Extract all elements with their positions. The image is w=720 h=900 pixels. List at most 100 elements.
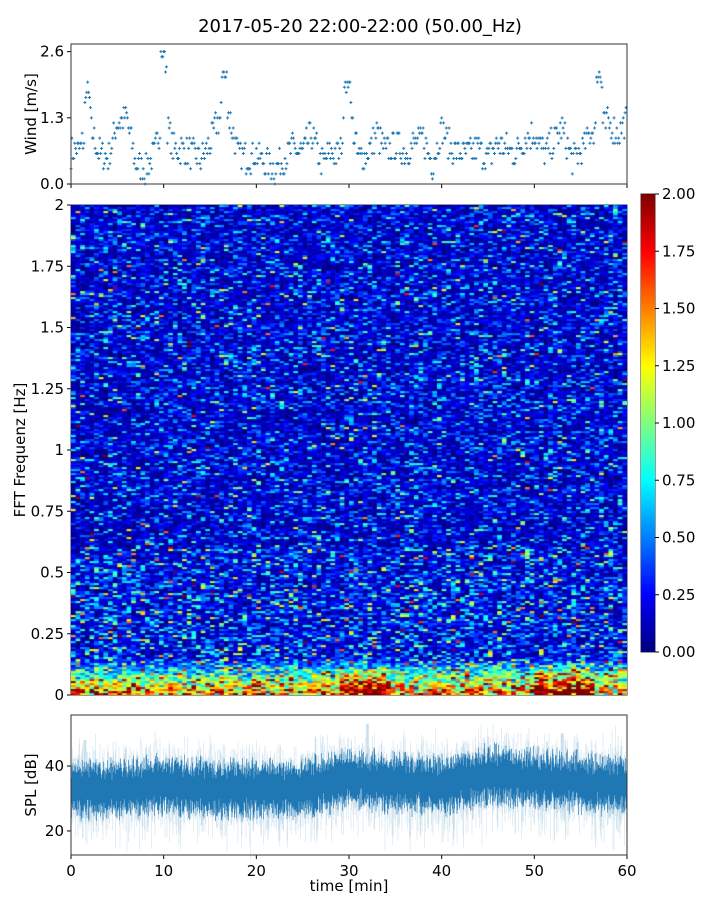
- wind-point: [187, 146, 191, 150]
- y-tick-label: 1.5: [40, 319, 64, 337]
- wind-point: [441, 141, 445, 145]
- wind-point: [544, 141, 548, 145]
- wind-point: [522, 151, 526, 155]
- wind-point: [218, 116, 222, 120]
- wind-point: [570, 172, 574, 176]
- wind-point: [346, 85, 350, 89]
- wind-point: [86, 80, 90, 84]
- wind-point: [458, 151, 462, 155]
- wind-point: [403, 162, 407, 166]
- y-axis-label: Wind [m/s]: [22, 73, 40, 155]
- wind-point: [318, 151, 322, 155]
- y-tick-label: 1.75: [31, 257, 64, 275]
- wind-point: [349, 101, 353, 105]
- wind-point: [547, 131, 551, 135]
- wind-point: [545, 136, 549, 140]
- y-axis-label: FFT Frequenz [Hz]: [11, 383, 29, 518]
- wind-point: [101, 167, 105, 171]
- wind-point: [290, 131, 294, 135]
- wind-point: [153, 136, 157, 140]
- wind-point: [421, 126, 425, 130]
- wind-point: [549, 126, 553, 130]
- wind-point: [592, 141, 596, 145]
- wind-point: [142, 177, 146, 181]
- wind-point: [158, 136, 162, 140]
- wind-point: [108, 162, 112, 166]
- wind-point: [84, 95, 88, 99]
- wind-point: [353, 141, 357, 145]
- wind-point: [329, 146, 333, 150]
- wind-point: [110, 146, 114, 150]
- wind-point: [439, 121, 443, 125]
- colorbar: [641, 194, 655, 652]
- wind-point: [302, 141, 306, 145]
- wind-point: [341, 141, 345, 145]
- wind-point: [74, 146, 78, 150]
- wind-point: [580, 162, 584, 166]
- wind-point: [494, 136, 498, 140]
- wind-point: [372, 151, 376, 155]
- wind-point: [283, 157, 287, 161]
- wind-point: [543, 146, 547, 150]
- wind-point: [415, 141, 419, 145]
- wind-point: [121, 126, 125, 130]
- wind-point: [482, 162, 486, 166]
- colorbar-tick-label: 0.25: [662, 586, 695, 604]
- wind-point: [497, 141, 501, 145]
- wind-point: [444, 126, 448, 130]
- wind-point: [93, 146, 97, 150]
- wind-point: [438, 146, 442, 150]
- wind-point: [517, 141, 521, 145]
- wind-point: [206, 136, 210, 140]
- wind-point: [516, 136, 520, 140]
- wind-point: [325, 157, 329, 161]
- wind-point: [581, 136, 585, 140]
- wind-point: [366, 157, 370, 161]
- wind-point: [558, 121, 562, 125]
- wind-point: [528, 136, 532, 140]
- wind-point: [591, 131, 595, 135]
- wind-point: [620, 121, 624, 125]
- wind-point: [211, 121, 215, 125]
- wind-point: [447, 126, 451, 130]
- wind-point: [587, 131, 591, 135]
- wind-point: [138, 151, 142, 155]
- wind-point: [248, 167, 252, 171]
- wind-point: [266, 172, 270, 176]
- wind-point: [301, 146, 305, 150]
- wind-point: [277, 162, 281, 166]
- wind-point: [559, 136, 563, 140]
- wind-point: [88, 95, 92, 99]
- wind-point: [407, 162, 411, 166]
- wind-point: [375, 121, 379, 125]
- x-tick-label: 50: [525, 862, 544, 880]
- wind-point: [126, 116, 130, 120]
- wind-point: [383, 141, 387, 145]
- wind-point: [141, 167, 145, 171]
- wind-point: [599, 80, 603, 84]
- wind-point: [299, 141, 303, 145]
- wind-point: [498, 151, 502, 155]
- wind-point: [124, 106, 128, 110]
- wind-point: [139, 157, 143, 161]
- wind-point: [386, 136, 390, 140]
- wind-point: [320, 146, 324, 150]
- wind-point: [622, 136, 626, 140]
- wind-point: [164, 65, 168, 69]
- wind-point: [588, 141, 592, 145]
- wind-point: [460, 157, 464, 161]
- wind-point: [309, 136, 313, 140]
- wind-point: [563, 121, 567, 125]
- wind-point: [431, 172, 435, 176]
- y-tick-label: 1: [54, 441, 64, 459]
- wind-point: [89, 116, 93, 120]
- wind-point: [359, 146, 363, 150]
- wind-point: [258, 157, 262, 161]
- wind-point: [556, 141, 560, 145]
- wind-point: [474, 157, 478, 161]
- wind-point: [533, 141, 537, 145]
- wind-point: [225, 70, 229, 74]
- wind-point: [614, 136, 618, 140]
- wind-point: [315, 141, 319, 145]
- wind-point: [552, 146, 556, 150]
